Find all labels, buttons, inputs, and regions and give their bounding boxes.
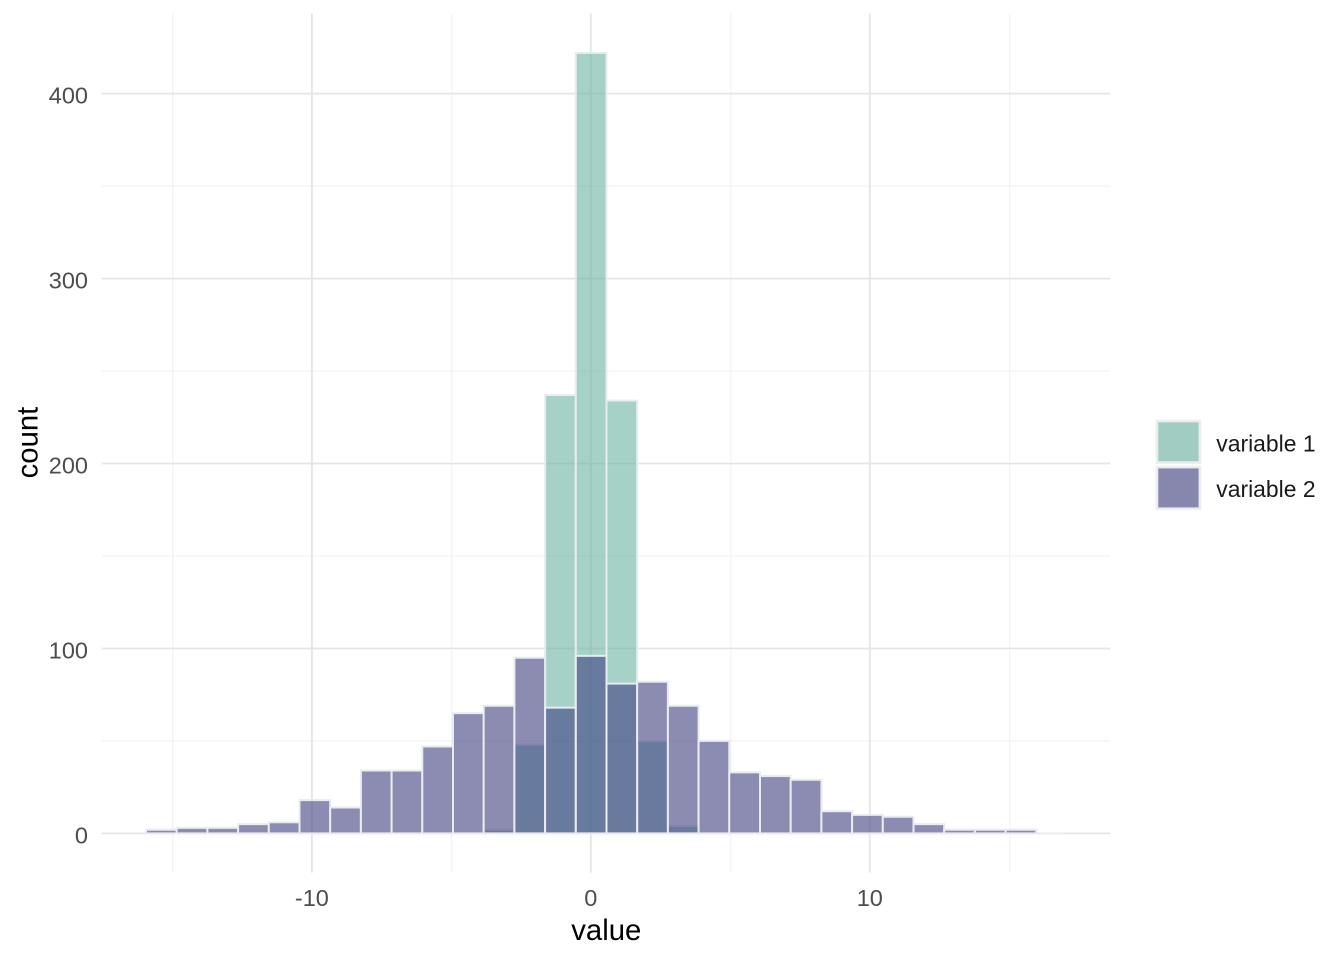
svg-text:300: 300 xyxy=(49,268,88,294)
svg-text:10: 10 xyxy=(857,885,883,911)
svg-text:variable 1: variable 1 xyxy=(1216,431,1315,457)
svg-text:count: count xyxy=(12,407,45,479)
svg-text:-10: -10 xyxy=(295,885,329,911)
svg-text:0: 0 xyxy=(584,885,597,911)
svg-text:400: 400 xyxy=(49,83,88,109)
svg-text:variable 2: variable 2 xyxy=(1216,476,1315,502)
svg-text:100: 100 xyxy=(49,638,88,664)
svg-text:value: value xyxy=(571,914,641,947)
svg-text:200: 200 xyxy=(49,453,88,479)
svg-text:0: 0 xyxy=(75,823,88,849)
